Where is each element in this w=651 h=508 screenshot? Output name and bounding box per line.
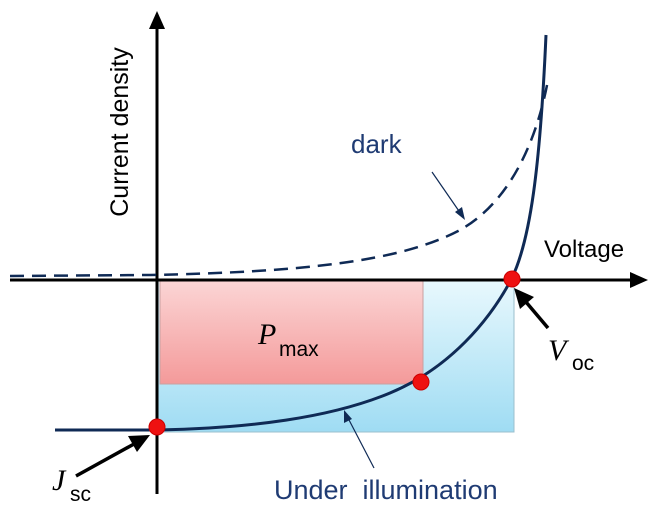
voc-symbol: V (548, 334, 570, 367)
voc-point (503, 270, 521, 288)
jsc-symbol: J (52, 464, 67, 497)
illumination-label: Under illumination (274, 475, 498, 505)
voc-arrow (514, 288, 550, 330)
dark-label: dark (351, 129, 403, 159)
jsc-point (148, 418, 166, 436)
y-axis-label: Current density (106, 47, 134, 217)
pmax-point (412, 373, 430, 391)
jsc-label: J sc (52, 464, 91, 506)
pmax-subscript: max (279, 338, 319, 361)
x-axis-arrowhead (630, 272, 648, 288)
pmax-symbol: P (257, 318, 276, 351)
pmax-rectangle (159, 280, 424, 385)
illumination-curve (55, 34, 548, 432)
jsc-subscript: sc (70, 483, 91, 506)
voc-label: V oc (548, 334, 594, 375)
voc-subscript: oc (572, 352, 594, 375)
axes (10, 11, 648, 494)
dark-pointer (431, 171, 465, 220)
x-axis-label: Voltage (544, 236, 624, 263)
illumination-pointer (344, 410, 375, 469)
dark-curve (9, 79, 550, 278)
jsc-arrow (75, 435, 150, 478)
pmax-label: P max (257, 318, 319, 361)
y-axis-arrowhead (149, 11, 165, 29)
